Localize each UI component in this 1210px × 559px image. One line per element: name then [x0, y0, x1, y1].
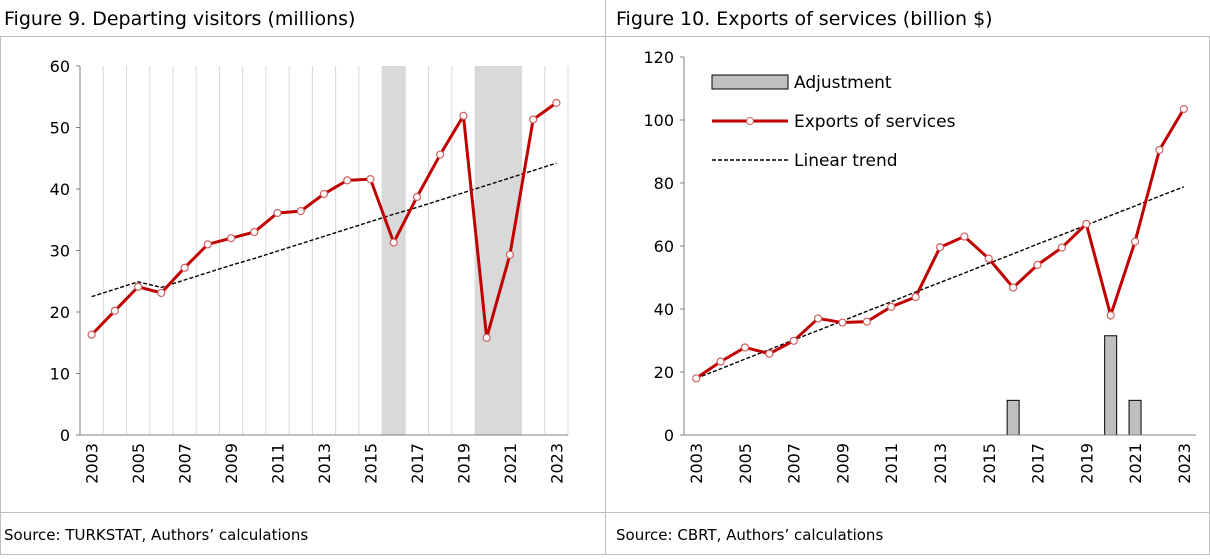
- x-tick-label: 2019: [1077, 443, 1096, 484]
- legend-label: Adjustment: [794, 73, 892, 93]
- bar: [1128, 399, 1142, 436]
- legend-label: Linear trend: [794, 151, 898, 171]
- data-point: [180, 263, 189, 272]
- data-point: [887, 302, 896, 311]
- bar: [1104, 335, 1118, 436]
- data-point: [740, 343, 750, 352]
- x-tick-label: 2013: [315, 443, 334, 484]
- x-tick-label: 2023: [547, 443, 566, 484]
- legend-swatch: [746, 117, 754, 125]
- data-point: [692, 374, 701, 383]
- data-point: [935, 243, 945, 252]
- x-tick-label: 2007: [176, 443, 195, 484]
- data-point: [226, 234, 236, 243]
- data-point: [529, 115, 538, 124]
- x-tick-label: 2017: [408, 443, 427, 484]
- x-tick-label: 2005: [736, 443, 755, 484]
- x-tick-label: 2021: [501, 443, 520, 484]
- data-point: [505, 250, 515, 259]
- y-tick-label: 60: [654, 237, 674, 256]
- x-tick-label: 2021: [1126, 443, 1145, 484]
- data-point: [1155, 145, 1164, 155]
- data-point: [862, 317, 871, 326]
- y-tick-label: 10: [50, 365, 70, 384]
- chart-title: Figure 10. Exports of services (billion …: [616, 8, 993, 30]
- chart-title: Figure 9. Departing visitors (millions): [4, 8, 355, 30]
- x-tick-label: 2003: [83, 443, 102, 484]
- y-tick-label: 50: [50, 119, 70, 138]
- data-point: [765, 349, 774, 358]
- data-point: [459, 111, 468, 120]
- x-tick-label: 2007: [785, 443, 804, 484]
- x-tick-label: 2009: [222, 443, 241, 484]
- highlight-band: [475, 66, 499, 435]
- y-tick-label: 80: [654, 174, 674, 193]
- data-point: [273, 208, 282, 218]
- data-point: [110, 306, 119, 315]
- y-tick-label: 60: [50, 57, 70, 76]
- y-tick-label: 40: [50, 180, 70, 199]
- data-point: [389, 238, 398, 247]
- data-point: [1057, 243, 1067, 252]
- x-tick-label: 2015: [980, 443, 999, 484]
- y-tick-label: 0: [664, 426, 674, 445]
- data-point: [412, 192, 422, 202]
- data-point: [319, 189, 329, 199]
- legend-swatch: [711, 74, 789, 90]
- data-point: [960, 232, 969, 241]
- y-tick-label: 0: [60, 426, 70, 445]
- x-tick-label: 2011: [269, 443, 288, 484]
- x-tick-label: 2015: [361, 443, 380, 484]
- x-tick-label: 2005: [129, 443, 148, 484]
- x-tick-label: 2009: [833, 443, 852, 484]
- data-point: [133, 282, 143, 291]
- source-note: Source: TURKSTAT, Authors’ calculations: [4, 526, 308, 544]
- bar: [1006, 399, 1020, 436]
- trend-line: [695, 186, 1185, 379]
- data-point: [552, 98, 561, 108]
- data-point: [203, 240, 212, 249]
- highlight-band: [382, 66, 406, 435]
- y-tick-label: 20: [50, 303, 70, 322]
- data-point: [1082, 219, 1091, 229]
- data-point: [157, 288, 166, 298]
- x-tick-label: 2013: [931, 443, 950, 484]
- y-tick-label: 120: [643, 48, 674, 67]
- data-point: [1179, 104, 1188, 114]
- data-point: [250, 227, 259, 237]
- y-tick-label: 100: [643, 111, 674, 130]
- data-point: [1033, 260, 1042, 269]
- data-point: [87, 330, 96, 339]
- x-tick-label: 2023: [1175, 443, 1194, 484]
- data-point: [813, 314, 823, 323]
- data-point: [343, 176, 352, 185]
- data-point: [296, 207, 305, 216]
- legend-label: Exports of services: [794, 112, 956, 132]
- data-point: [838, 318, 847, 327]
- data-point: [1106, 311, 1115, 320]
- data-point: [911, 292, 920, 302]
- data-point: [789, 336, 798, 345]
- x-tick-label: 2003: [687, 443, 706, 484]
- y-tick-label: 30: [50, 242, 70, 261]
- data-point: [1130, 237, 1140, 246]
- data-point: [716, 357, 725, 366]
- data-point: [436, 150, 445, 159]
- y-tick-label: 20: [654, 363, 674, 382]
- y-tick-label: 40: [654, 300, 674, 319]
- data-point: [984, 254, 993, 263]
- data-point: [482, 333, 491, 342]
- x-tick-label: 2017: [1029, 443, 1048, 484]
- x-tick-label: 2019: [454, 443, 473, 484]
- x-tick-label: 2011: [882, 443, 901, 484]
- source-note: Source: CBRT, Authors’ calculations: [616, 526, 883, 544]
- data-point: [366, 175, 375, 184]
- data-point: [1009, 283, 1018, 292]
